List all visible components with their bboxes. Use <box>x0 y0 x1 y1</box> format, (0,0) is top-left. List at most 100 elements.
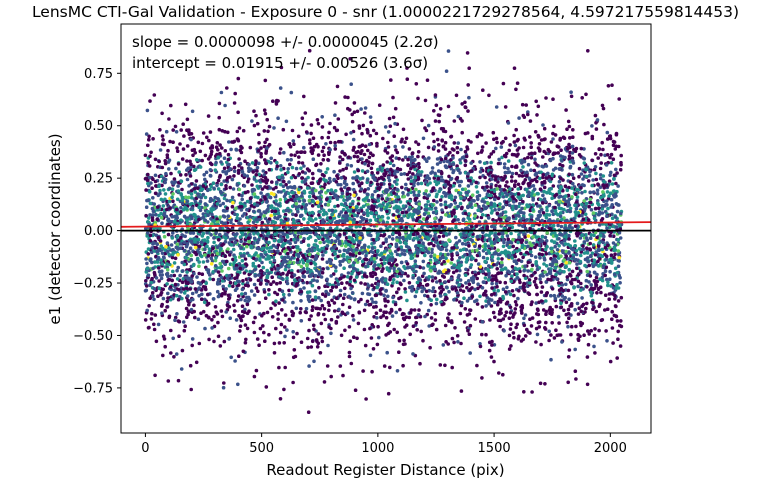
scatter-point <box>367 245 371 249</box>
scatter-point <box>422 271 426 276</box>
scatter-point <box>460 130 465 135</box>
scatter-point <box>230 177 235 182</box>
scatter-point <box>510 274 514 279</box>
scatter-point <box>217 127 222 132</box>
scatter-point <box>530 390 534 394</box>
scatter-point <box>190 337 195 341</box>
scatter-point <box>426 194 430 198</box>
scatter-point <box>610 182 615 186</box>
scatter-point <box>503 313 507 318</box>
scatter-point <box>456 218 460 222</box>
scatter-point <box>494 262 499 267</box>
scatter-point <box>496 257 501 261</box>
scatter-point <box>252 123 257 128</box>
scatter-point <box>289 157 293 162</box>
scatter-point <box>336 139 341 144</box>
scatter-point <box>326 188 330 193</box>
scatter-point <box>386 254 391 258</box>
scatter-point <box>464 248 469 252</box>
scatter-point <box>570 226 574 230</box>
scatter-point <box>413 259 418 264</box>
scatter-point <box>354 258 358 262</box>
scatter-point <box>165 305 169 309</box>
scatter-point <box>542 197 547 201</box>
scatter-point <box>589 233 594 237</box>
scatter-point <box>255 165 260 170</box>
scatter-point <box>473 270 477 275</box>
scatter-point <box>551 97 555 101</box>
scatter-point <box>424 207 429 212</box>
scatter-point <box>458 278 463 282</box>
scatter-point <box>189 307 194 312</box>
scatter-point <box>296 134 301 139</box>
scatter-point <box>177 170 181 174</box>
scatter-point <box>567 154 572 158</box>
scatter-point <box>197 341 202 346</box>
scatter-point <box>290 128 295 133</box>
scatter-point <box>369 211 374 215</box>
scatter-point <box>613 147 618 151</box>
scatter-point <box>593 165 598 169</box>
scatter-point <box>415 280 420 285</box>
scatter-point <box>320 335 324 340</box>
scatter-point <box>499 311 503 315</box>
scatter-point <box>497 184 502 189</box>
scatter-point <box>579 309 583 314</box>
scatter-point <box>432 109 436 113</box>
scatter-point <box>537 209 542 214</box>
scatter-point <box>282 232 287 237</box>
scatter-point <box>311 199 316 204</box>
scatter-point <box>164 171 168 176</box>
scatter-point <box>308 190 312 195</box>
scatter-point <box>297 155 301 159</box>
scatter-point <box>428 234 433 238</box>
scatter-point <box>300 116 305 120</box>
scatter-point <box>567 233 571 238</box>
scatter-point <box>419 238 423 242</box>
scatter-point <box>147 304 151 308</box>
scatter-point <box>401 237 406 241</box>
scatter-point <box>583 310 587 314</box>
scatter-point <box>559 254 563 258</box>
scatter-point <box>340 281 344 286</box>
scatter-point <box>549 140 554 144</box>
scatter-point <box>194 360 199 365</box>
scatter-point <box>305 267 310 271</box>
scatter-point <box>544 312 548 317</box>
scatter-point <box>180 157 185 161</box>
scatter-point <box>148 201 153 206</box>
scatter-point <box>278 147 283 151</box>
scatter-point <box>587 280 591 284</box>
scatter-point <box>231 284 235 289</box>
scatter-point <box>307 194 312 199</box>
scatter-point <box>570 195 574 199</box>
scatter-point <box>278 251 282 256</box>
scatter-point <box>276 190 281 194</box>
scatter-point <box>394 156 399 160</box>
scatter-point <box>205 303 209 307</box>
scatter-point <box>568 223 572 228</box>
scatter-point <box>528 317 532 322</box>
scatter-point <box>506 121 511 125</box>
scatter-point <box>385 350 390 355</box>
scatter-point <box>569 302 574 306</box>
scatter-point <box>423 314 427 319</box>
scatter-point <box>594 127 599 131</box>
scatter-point <box>492 202 497 206</box>
scatter-point <box>474 258 478 263</box>
scatter-point <box>210 198 214 202</box>
scatter-point <box>321 292 325 297</box>
scatter-point <box>209 217 213 221</box>
scatter-point <box>366 131 370 135</box>
scatter-point <box>328 226 333 230</box>
scatter-point <box>524 103 528 107</box>
scatter-point <box>284 182 288 187</box>
scatter-point <box>453 286 458 290</box>
scatter-point <box>214 255 218 260</box>
scatter-point <box>489 152 494 156</box>
scatter-point <box>494 105 499 109</box>
scatter-point <box>201 309 206 314</box>
scatter-point <box>265 200 269 204</box>
scatter-point <box>499 187 504 192</box>
scatter-point <box>566 307 571 312</box>
